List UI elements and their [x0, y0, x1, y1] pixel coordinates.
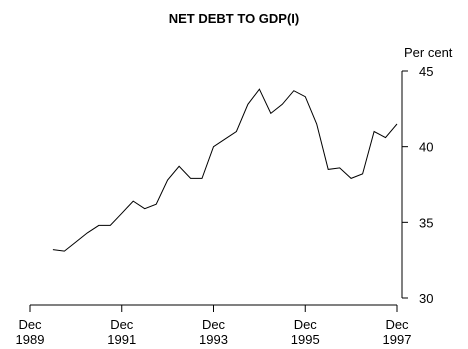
- series-line: [52, 88, 398, 252]
- y-tick-label: 35: [419, 215, 433, 230]
- x-tick-label-year: 1993: [199, 332, 228, 347]
- chart-title: NET DEBT TO GDP(I): [169, 11, 299, 26]
- x-tick-label-month: Dec: [385, 317, 409, 332]
- x-tick-label-month: Dec: [18, 317, 42, 332]
- x-tick-label-year: 1995: [291, 332, 320, 347]
- x-tick-label-month: Dec: [110, 317, 134, 332]
- x-tick-label-year: 1997: [383, 332, 412, 347]
- y-axis-label: Per cent: [404, 45, 453, 60]
- y-tick-label: 45: [419, 64, 433, 79]
- x-tick-label-month: Dec: [294, 317, 318, 332]
- series-layer: [52, 88, 398, 252]
- y-tick-label: 30: [419, 291, 433, 306]
- x-tick-label-year: 1989: [16, 332, 45, 347]
- y-axis-ticks: 30 35 40 45: [402, 64, 433, 306]
- y-tick-label: 40: [419, 140, 433, 155]
- x-tick-label-month: Dec: [202, 317, 226, 332]
- x-tick-label-year: 1991: [107, 332, 136, 347]
